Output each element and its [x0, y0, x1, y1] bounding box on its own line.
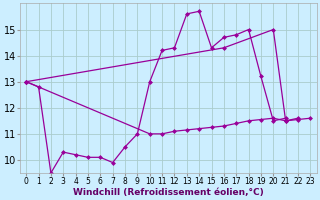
- X-axis label: Windchill (Refroidissement éolien,°C): Windchill (Refroidissement éolien,°C): [73, 188, 264, 197]
